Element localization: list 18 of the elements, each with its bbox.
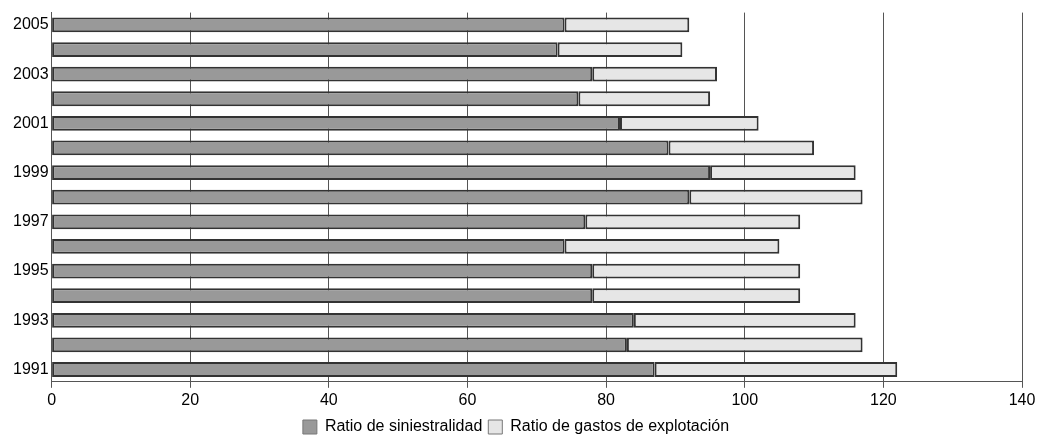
legend-label: Ratio de gastos de explotación [510,417,730,435]
y-tick-label: 2005 [13,15,49,33]
y-tick-label: 1993 [13,310,49,328]
x-tick-label: 140 [1008,390,1036,408]
x-tick-label: 80 [597,390,616,408]
y-tick-label: 2001 [13,113,49,131]
y-tick-label: 2003 [13,64,49,82]
y-tick-label: 1991 [13,359,49,377]
y-tick-label: 1997 [13,212,49,230]
x-tick-label: 100 [731,390,759,408]
x-tick-label: 120 [870,390,897,408]
legend-label: Ratio de siniestralidad [324,417,483,435]
x-tick-label: 20 [181,390,200,408]
y-tick-label: 1995 [13,261,49,279]
x-tick-label: 40 [319,390,338,408]
y-tick-label: 1999 [13,162,49,180]
x-tick-label: 0 [47,390,57,408]
x-tick-label: 60 [458,390,477,408]
